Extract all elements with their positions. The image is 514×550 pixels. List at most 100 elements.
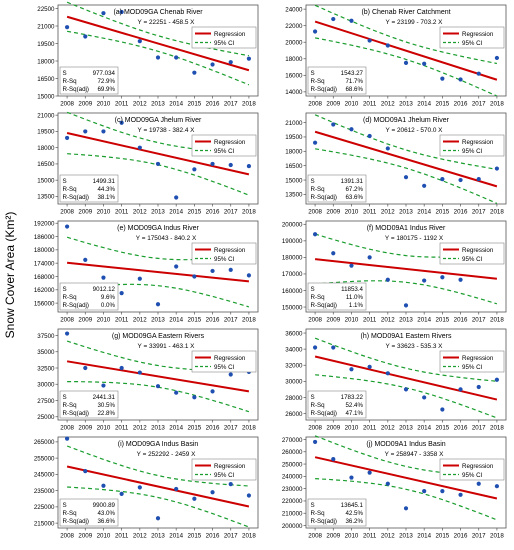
y-tick-label: 160000	[282, 288, 303, 295]
x-tick-label: 2013	[399, 101, 413, 108]
x-tick-label: 2011	[115, 533, 129, 540]
x-tick-label: 2010	[345, 101, 359, 108]
x-tick-label: 2014	[169, 101, 183, 108]
x-tick-label: 2018	[490, 425, 504, 432]
data-point	[458, 277, 463, 282]
chart-panel: 156000 162000 168000 174000 180000 186000 1920…	[22, 218, 262, 326]
y-tick-label: 14000	[285, 89, 303, 96]
chart-svg: 14000 16000 18000 20000 22000 24000 2008 2009 20…	[285, 4, 507, 108]
y-tick-label: 22000	[285, 23, 303, 30]
data-point	[246, 56, 252, 61]
regression-line	[66, 15, 250, 72]
data-point	[137, 145, 142, 150]
x-tick-label: 2012	[381, 425, 395, 432]
x-tick-label: 2017	[224, 209, 238, 216]
stats-value: 43.0%	[97, 510, 115, 517]
chart-title: (j) MOD09A1 Indus Basin	[366, 441, 445, 448]
ci-lower-line	[315, 148, 498, 204]
data-point	[440, 275, 445, 280]
chart-title: (g) MOD09GA Eastern Rivers	[112, 333, 205, 340]
data-point	[349, 127, 354, 132]
x-tick-label: 2012	[133, 425, 147, 432]
x-tick-label: 2012	[133, 101, 147, 108]
ci-upper-line	[314, 4, 498, 65]
x-tick-label: 2015	[435, 425, 449, 432]
legend-ci-label: 95% CI	[214, 364, 235, 371]
stats-label: R-Sq(adj)	[311, 410, 337, 417]
data-point	[228, 372, 233, 377]
x-tick-label: 2012	[133, 209, 147, 216]
data-point	[119, 365, 124, 371]
stats-label: S	[311, 502, 315, 509]
x-tick-label: 2017	[224, 317, 238, 324]
data-point	[210, 161, 215, 167]
stats-box	[307, 498, 367, 527]
data-point	[312, 439, 318, 445]
x-tick-label: 2013	[399, 317, 413, 324]
data-point	[458, 492, 463, 497]
x-tick-label: 2017	[472, 425, 486, 432]
stats-value: 9900.89	[93, 502, 116, 509]
x-tick-label: 2010	[345, 209, 359, 216]
y-tick-label: 245000	[34, 472, 55, 479]
stats-label: R-Sq(adj)	[311, 518, 337, 525]
data-point	[101, 11, 106, 16]
y-tick-label: 270000	[282, 437, 303, 444]
y-tick-label: 210000	[282, 511, 303, 518]
chart-panel: 13500 15000 16500 18000 19500 21000 2008 2009 20…	[270, 110, 510, 218]
stats-label: R-Sq(adj)	[63, 194, 89, 201]
chart-svg: 215000 225000 235000 245000 255000 265000 2008…	[34, 436, 259, 540]
data-point	[312, 345, 318, 350]
data-point	[137, 39, 142, 44]
legend-regression-label: Regression	[214, 463, 246, 470]
data-point	[331, 251, 336, 256]
ci-lower-line	[67, 486, 250, 528]
stats-value: 13645.1	[341, 502, 364, 509]
stats-box	[59, 282, 119, 311]
data-point	[476, 481, 481, 486]
plot-area: 150000 160000 170000 180000 190000 200000 2008…	[282, 220, 507, 324]
stats-value: 977.034	[93, 70, 116, 77]
data-point	[494, 484, 500, 489]
shared-y-axis-label: Snow Cover Area (Km²)	[0, 0, 20, 550]
x-tick-label: 2011	[363, 101, 377, 108]
chart-title: (h) MOD09A1 Eastern Rivers	[360, 333, 452, 340]
x-tick-label: 2012	[381, 533, 395, 540]
y-tick-label: 13500	[37, 194, 55, 201]
data-point	[403, 60, 409, 66]
stats-value: 44.3%	[97, 186, 115, 193]
x-tick-label: 2015	[187, 425, 201, 432]
chart-svg: 26000 28000 30000 32000 34000 36000 2008 2009 20…	[285, 328, 507, 432]
chart-title: (c) MOD09GA Jhelum River	[115, 117, 202, 124]
data-point	[440, 176, 445, 182]
x-tick-label: 2014	[169, 425, 183, 432]
legend-regression-label: Regression	[214, 355, 246, 362]
stats-label: S	[311, 394, 315, 401]
chart-title: (e) MOD09GA Indus River	[117, 225, 199, 232]
chart-svg: 13500 15000 16500 18000 19500 21000 2008 2009 20…	[37, 111, 259, 216]
x-tick-label: 2008	[308, 533, 322, 540]
y-tick-label: 168000	[34, 274, 55, 281]
y-tick-label: 28000	[285, 395, 303, 402]
x-tick-label: 2009	[326, 101, 340, 108]
x-tick-label: 2011	[363, 533, 377, 540]
data-point	[349, 263, 354, 268]
stats-value: 11.0%	[346, 294, 364, 301]
stats-label: R-Sq	[311, 402, 326, 409]
data-point	[101, 483, 106, 488]
data-point	[228, 482, 233, 487]
stats-box	[59, 174, 119, 203]
data-point	[192, 274, 197, 279]
regression-equation: Y = 19738 - 382.4 X	[138, 127, 196, 134]
stats-value: 71.7%	[345, 78, 363, 85]
chart-panel: 14000 16000 18000 20000 22000 24000 2008 2009 20…	[270, 2, 510, 110]
x-tick-label: 2015	[187, 101, 201, 108]
y-tick-label: 18000	[37, 145, 55, 152]
data-point	[385, 146, 390, 151]
data-point	[155, 384, 161, 389]
stats-value: 1.1%	[349, 302, 364, 309]
stats-value: 22.8%	[97, 410, 115, 417]
stats-value: 36.2%	[345, 518, 363, 525]
ci-lower-line	[315, 478, 498, 521]
